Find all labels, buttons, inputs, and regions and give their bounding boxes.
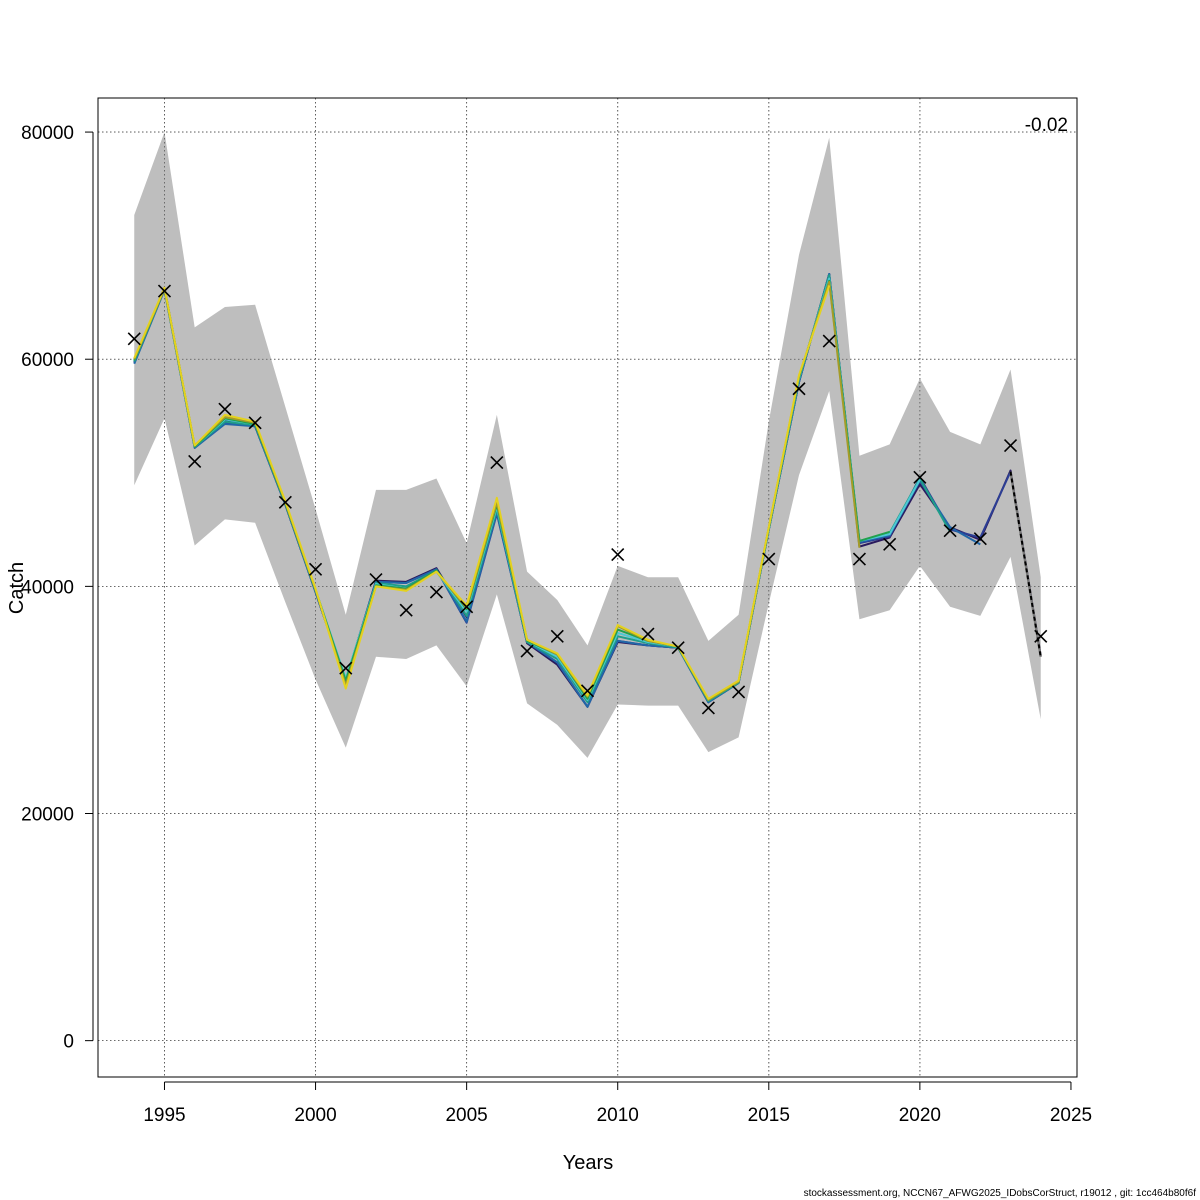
observation-marker	[127, 332, 141, 346]
observation-marker	[762, 552, 776, 566]
observation-marker	[943, 524, 957, 538]
observation-marker	[399, 603, 413, 617]
y-axis: 0 20000 40000 60000 80000	[21, 123, 94, 1053]
observation-marker	[913, 470, 927, 484]
x-tick-label: 2000	[294, 1105, 336, 1126]
x-tick-label: 2015	[748, 1105, 790, 1126]
x-axis-title: Years	[563, 1152, 613, 1174]
observation-marker	[248, 416, 262, 430]
corner-annotation: -0.02	[1025, 115, 1068, 136]
observation-marker	[792, 382, 806, 396]
confidence-band-area	[134, 132, 1041, 758]
observation-marker	[1034, 629, 1048, 643]
observation-marker	[580, 684, 595, 698]
observation-marker	[701, 701, 715, 715]
observation-marker	[641, 627, 655, 641]
series-line-8	[133, 285, 831, 700]
confidence-band	[134, 132, 1041, 758]
grid-lines-overlay	[98, 98, 1077, 1077]
observation-marker	[429, 585, 443, 599]
grid-lines	[98, 98, 1077, 1077]
x-tick-label: 2010	[597, 1105, 639, 1126]
observation-marker	[188, 454, 202, 468]
observation-marker	[278, 495, 292, 509]
plot-frame	[97, 97, 1078, 1078]
y-tick-label: 20000	[21, 805, 74, 826]
observation-marker	[973, 532, 987, 546]
x-tick-label: 1995	[143, 1105, 185, 1126]
observation-marker	[460, 600, 474, 614]
y-tick-label: 0	[63, 1032, 74, 1053]
observation-marker	[369, 572, 383, 587]
y-tick-label: 60000	[21, 350, 74, 371]
observation-marker	[490, 456, 504, 470]
observation-marker	[218, 402, 232, 416]
observation-marker	[157, 284, 172, 298]
observation-marker	[883, 537, 897, 551]
observation-marker	[611, 547, 625, 562]
y-tick-label: 80000	[21, 123, 74, 144]
x-tick-label: 2005	[445, 1105, 487, 1126]
series-line-9	[1009, 471, 1042, 657]
observation-marker	[308, 562, 323, 576]
footer-note: stockassessment.org, NCCN67_AFWG2025_IDo…	[804, 1188, 1197, 1199]
x-tick-label: 2020	[899, 1105, 941, 1126]
observation-markers	[127, 284, 1048, 715]
observation-marker	[852, 552, 867, 566]
observation-marker	[671, 641, 685, 655]
y-axis-title: Catch	[6, 562, 28, 614]
x-tick-label: 2025	[1050, 1105, 1092, 1126]
y-tick-label: 40000	[21, 577, 74, 598]
observation-marker	[1003, 438, 1018, 453]
observation-marker	[732, 685, 746, 699]
observation-marker	[822, 334, 836, 348]
observation-marker	[339, 661, 353, 675]
x-axis: 1995 2000 2005 2010 2015 2020 2025	[143, 1081, 1092, 1126]
observation-marker	[520, 644, 534, 658]
observation-marker	[550, 629, 564, 643]
